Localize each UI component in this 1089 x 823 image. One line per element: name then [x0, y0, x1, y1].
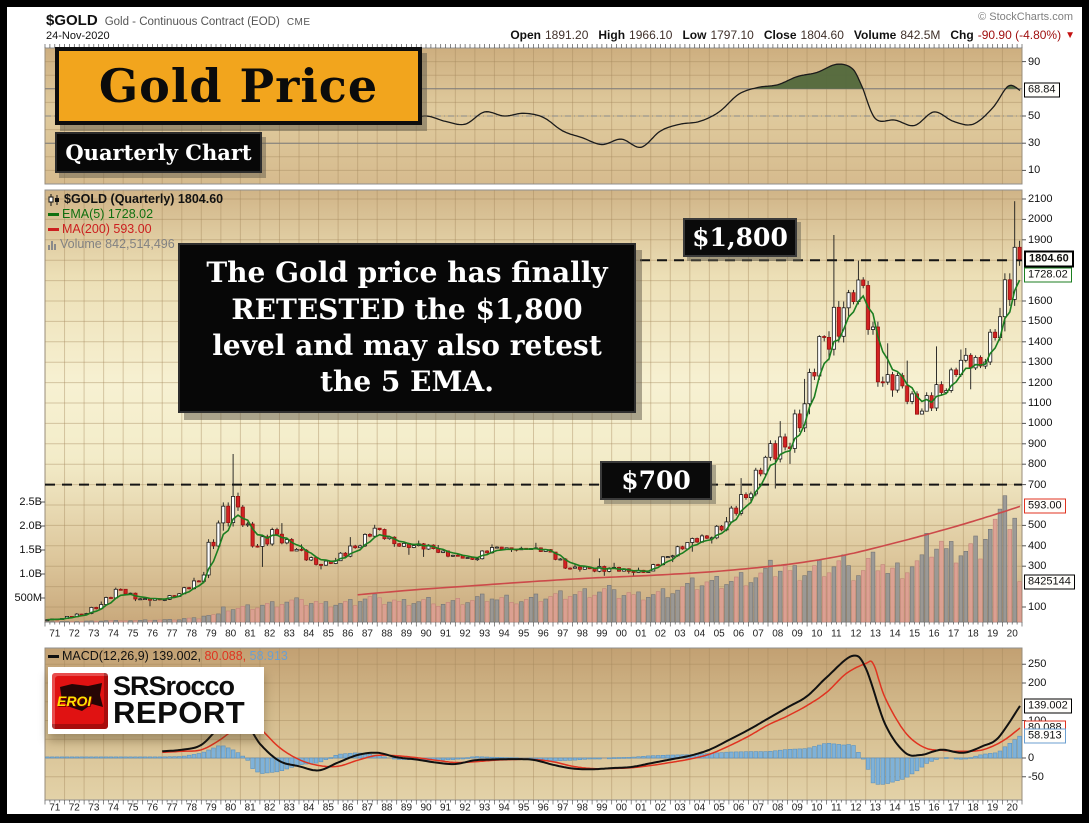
logo-line-2: REPORT	[113, 694, 246, 730]
low-label: Low	[682, 28, 707, 42]
main-legend-title: $GOLD (Quarterly) 1804.60	[64, 192, 224, 206]
main-chart-legend: $GOLD (Quarterly) 1804.60 EMA(5) 1728.02…	[48, 192, 223, 252]
eroi-text: EROI	[57, 692, 92, 709]
macd-legend: MACD(12,26,9) 139.002, 80.088, 58.913	[48, 649, 288, 663]
quote-row: Open 1891.20 High 1966.10 Low 1797.10 Close…	[500, 28, 1075, 42]
logo-line-1: SRSrocco	[113, 670, 235, 701]
subtitle-banner: Quarterly Chart	[55, 132, 262, 173]
high-value: 1966.10	[629, 28, 673, 42]
note-line-3: level and may also retest	[212, 329, 602, 362]
high-label: High	[598, 28, 626, 42]
change-value: -90.90 (-4.80%)	[977, 28, 1062, 42]
volume-legend: Volume 842,514,496	[60, 237, 175, 251]
low-value: 1797.10	[710, 28, 754, 42]
open-value: 1891.20	[544, 28, 589, 42]
ema5-line	[47, 279, 1021, 621]
ma-legend: MA(200) 593.00	[62, 222, 152, 236]
volume-value: 842.5M	[900, 28, 941, 42]
note-line-1: The Gold price has finally	[206, 256, 608, 290]
title-banner: Gold Price	[55, 47, 422, 125]
note-line-2: RETESTED the $1,800	[231, 292, 583, 326]
ema-legend: EMA(5) 1728.02	[62, 207, 154, 221]
srsrocco-logo: EROI SRSrocco REPORT	[48, 667, 264, 734]
macd-signal-value: 80.088,	[200, 649, 247, 663]
candlestick-series	[45, 201, 1022, 622]
macd-line-icon	[48, 654, 59, 658]
chart-date: 24-Nov-2020	[46, 30, 110, 42]
note-line-4: the 5 EMA.	[320, 365, 494, 399]
volume-label: Volume	[853, 28, 897, 42]
annotation-lines	[45, 259, 1022, 486]
level-700-label: $700	[600, 461, 712, 500]
candlestick-icon	[48, 193, 59, 206]
annotation-note: The Gold price has finally RETESTED the …	[178, 243, 636, 413]
macd-hist-value: 58.913	[246, 649, 288, 663]
symbol: $GOLD	[46, 12, 98, 29]
volume-icon	[48, 240, 57, 250]
open-label: Open	[510, 28, 541, 42]
ma-line-icon	[48, 228, 59, 231]
ma200-line	[357, 505, 1021, 596]
frame-left	[0, 0, 7, 823]
close-value: 1804.60	[800, 28, 844, 42]
change-label: Chg	[950, 28, 974, 42]
frame-top	[0, 0, 1089, 7]
exchange: CME	[286, 17, 311, 28]
frame-right	[1082, 0, 1089, 823]
change-down-icon: ▼	[1065, 29, 1075, 41]
level-1800-label: $1,800	[683, 218, 797, 257]
symbol-header: $GOLD Gold - Continuous Contract (EOD) C…	[46, 12, 311, 29]
macd-histogram	[45, 735, 1022, 785]
eroi-cube: EROI	[52, 672, 108, 729]
ema-line-icon	[48, 213, 59, 216]
macd-line	[162, 654, 1021, 772]
copyright: © StockCharts.com	[978, 11, 1073, 23]
volume-bars	[45, 495, 1022, 623]
usa-map-icon	[60, 682, 103, 711]
frame-bottom	[0, 814, 1089, 823]
momentum-series	[406, 63, 1021, 149]
macd-value: MACD(12,26,9) 139.002,	[62, 649, 201, 663]
close-label: Close	[763, 28, 797, 42]
symbol-description: Gold - Continuous Contract (EOD)	[104, 16, 280, 28]
